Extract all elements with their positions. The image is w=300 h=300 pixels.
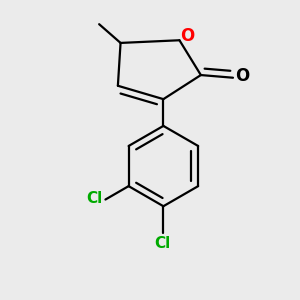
Text: O: O xyxy=(180,27,195,45)
Text: Cl: Cl xyxy=(154,236,170,251)
Text: Cl: Cl xyxy=(87,191,103,206)
Text: O: O xyxy=(235,68,250,85)
